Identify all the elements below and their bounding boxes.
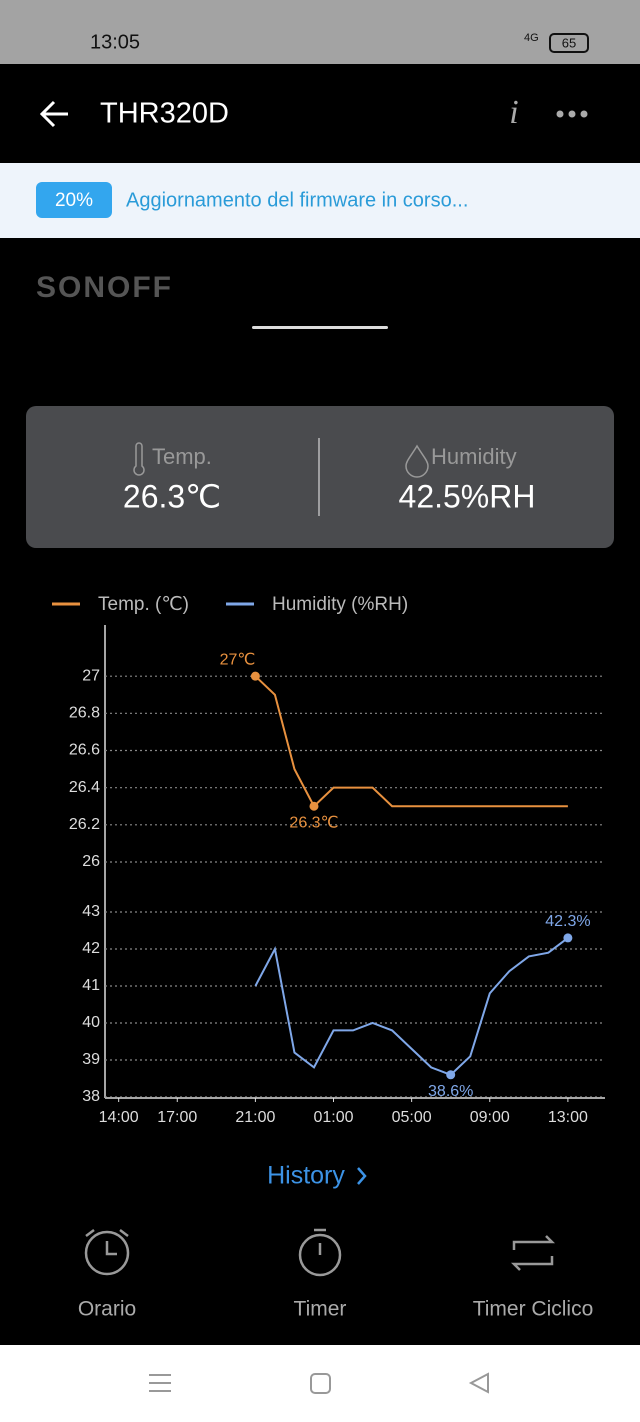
thermometer-icon: [133, 442, 145, 476]
status-network: 4G: [524, 32, 539, 44]
action-label[interactable]: Orario: [78, 1298, 136, 1321]
brand-logo: SONOFF: [36, 271, 173, 304]
x-tick-label: 13:00: [548, 1109, 588, 1126]
progress-text: 20%: [55, 190, 93, 211]
legend-label: Humidity (%RH): [272, 594, 408, 615]
status-time: 13:05: [90, 31, 140, 53]
y-tick-label: 40: [82, 1014, 100, 1031]
y-tick-label: 38: [82, 1088, 100, 1105]
x-tick-label: 17:00: [157, 1109, 197, 1126]
device-indicator: [252, 326, 388, 329]
loop-icon[interactable]: [510, 1235, 556, 1271]
data-label: 38.6%: [428, 1083, 473, 1100]
status-battery: 65: [562, 35, 576, 50]
x-tick-label: 09:00: [470, 1109, 510, 1126]
y-tick-label: 27: [82, 667, 100, 684]
y-tick-label: 26.4: [69, 779, 100, 796]
x-tick-label: 01:00: [313, 1109, 353, 1126]
info-button[interactable]: i: [509, 94, 518, 131]
x-tick-label: 14:00: [99, 1109, 139, 1126]
more-button[interactable]: [556, 110, 588, 118]
y-tick-label: 26.6: [69, 742, 100, 759]
series-line: [254, 675, 568, 808]
action-label[interactable]: Timer Ciclico: [473, 1298, 594, 1321]
history-chevron[interactable]: [357, 1167, 367, 1185]
y-tick-label: 41: [82, 977, 100, 994]
humidity-label: Humidity: [431, 444, 517, 469]
data-point: [446, 1070, 456, 1080]
app-title: THR320D: [100, 98, 229, 130]
y-tick-label: 39: [82, 1051, 100, 1068]
status-bar: [0, 0, 640, 64]
y-tick-label: 26: [82, 853, 100, 870]
progress-pill: [36, 182, 112, 218]
humidity-value: 42.5%RH: [399, 478, 536, 514]
timer-icon[interactable]: [298, 1228, 342, 1277]
banner-message: Aggiornamento del firmware in corso...: [126, 189, 468, 211]
temp-value: 26.3℃: [123, 478, 221, 514]
app-bar: [0, 64, 640, 163]
data-point: [309, 801, 319, 811]
data-point: [250, 671, 260, 681]
battery-icon: [549, 33, 589, 53]
back-button[interactable]: [39, 100, 68, 128]
drop-icon: [405, 444, 429, 478]
data-point: [563, 933, 573, 943]
y-tick-label: 26.8: [69, 705, 100, 722]
history-link[interactable]: History: [267, 1162, 345, 1190]
nav-menu[interactable]: [149, 1374, 171, 1392]
action-label[interactable]: Timer: [294, 1298, 347, 1321]
data-label: 27℃: [220, 651, 256, 668]
y-tick-label: 26.2: [69, 816, 100, 833]
temp-label: Temp.: [152, 444, 212, 469]
chart: 26 26.2 26.4 26.6 26.8 27 38 39 40 41 42 43 14:00 17:…: [52, 594, 605, 1126]
data-label: 26.3℃: [289, 814, 338, 831]
series-line: [254, 937, 569, 1076]
nav-home[interactable]: [310, 1373, 331, 1394]
nav-bar: [0, 1345, 640, 1422]
nav-back[interactable]: [468, 1372, 489, 1394]
readings-card: [26, 406, 614, 548]
y-tick-label: 43: [82, 903, 100, 920]
schedule-icon[interactable]: [84, 1229, 130, 1276]
legend-label: Temp. (℃): [98, 594, 189, 615]
y-tick-label: 42: [82, 940, 100, 957]
data-label: 42.3%: [545, 913, 590, 930]
x-tick-label: 21:00: [235, 1109, 275, 1126]
x-tick-label: 05:00: [392, 1109, 432, 1126]
